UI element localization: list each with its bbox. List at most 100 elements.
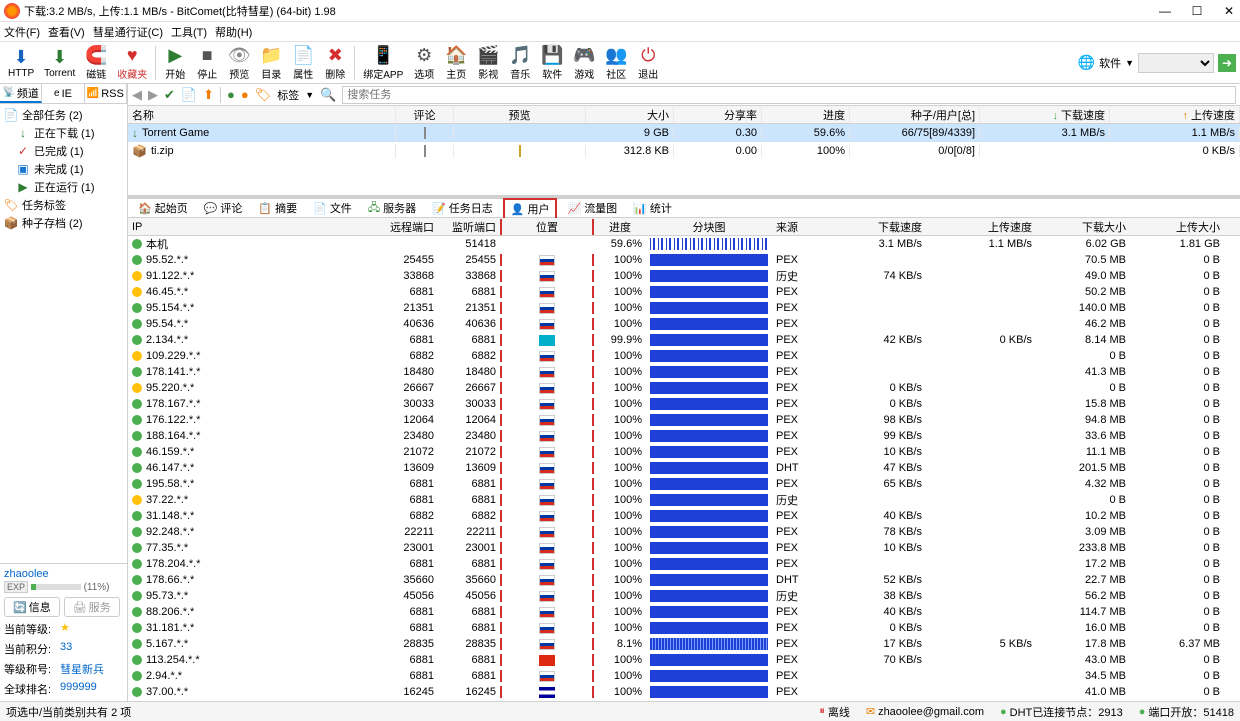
toolbar-收藏夹[interactable]: ♥收藏夹	[113, 43, 151, 82]
go-button[interactable]: ➜	[1218, 54, 1236, 72]
peer-row[interactable]: 77.35.*.*2300123001100%PEX10 KB/s233.8 M…	[128, 540, 1240, 556]
tag-dropdown-icon[interactable]: ▼	[305, 90, 314, 100]
peer-row[interactable]: 195.58.*.*68816881100%PEX65 KB/s4.32 MB0…	[128, 476, 1240, 492]
peer-row[interactable]: 178.66.*.*3566035660100%DHT52 KB/s22.7 M…	[128, 572, 1240, 588]
add-icon[interactable]: 📄	[181, 87, 197, 103]
close-button[interactable]: ✕	[1222, 4, 1236, 18]
detail-tab-起始页[interactable]: 🏠起始页	[132, 199, 194, 217]
peer-row[interactable]: 2.94.*.*68816881100%PEX34.5 MB0 B	[128, 668, 1240, 684]
search-input[interactable]	[342, 86, 1236, 104]
task-row[interactable]: ↓Torrent Game9 GB0.3059.6%66/75[89/4339]…	[128, 124, 1240, 142]
task-list[interactable]: 名称评论预览大小分享率进度种子/用户[总]↓ 下载速度↑ 上传速度 ↓Torre…	[128, 106, 1240, 196]
menu-item[interactable]: 查看(V)	[48, 24, 85, 40]
sidetab-频道[interactable]: 📡频道	[0, 84, 42, 103]
toolbar-磁链[interactable]: 🧲磁链	[81, 43, 111, 82]
up-icon[interactable]: ⬆	[203, 87, 214, 103]
menu-item[interactable]: 文件(F)	[4, 24, 40, 40]
seed-icon[interactable]: ●	[227, 87, 235, 102]
toolbar-影视[interactable]: 🎬影视	[473, 43, 503, 82]
toolbar-软件[interactable]: 💾软件	[537, 43, 567, 82]
toolbar-绑定APP[interactable]: 📱绑定APP	[359, 43, 407, 82]
tag-icon[interactable]: 🏷	[255, 87, 272, 103]
detail-tab-统计[interactable]: 📊统计	[627, 199, 678, 217]
service-button[interactable]: 🖨服务	[64, 597, 120, 617]
status-email[interactable]: ✉zhaoolee@gmail.com	[866, 705, 984, 718]
software-dropdown-icon[interactable]: ▼	[1125, 58, 1134, 68]
software-label[interactable]: 软件	[1099, 55, 1121, 71]
menu-item[interactable]: 工具(T)	[171, 24, 207, 40]
priority-icon[interactable]: ●	[241, 87, 249, 102]
task-row[interactable]: 📦ti.zip312.8 KB0.00100%0/0[0/8]0 KB/s	[128, 142, 1240, 160]
maximize-button[interactable]: ☐	[1190, 4, 1204, 18]
sidetab-RSS[interactable]: 📶RSS	[85, 84, 127, 103]
tree-item[interactable]: 📄全部任务 (2)	[2, 106, 125, 124]
peer-row[interactable]: 37.00.*.*1624516245100%PEX41.0 MB0 B	[128, 684, 1240, 700]
peer-row[interactable]: 176.122.*.*1206412064100%PEX98 KB/s94.8 …	[128, 412, 1240, 428]
detail-tab-摘要[interactable]: 📋摘要	[252, 199, 303, 217]
toolbar-属性[interactable]: 📄属性	[288, 43, 318, 82]
peer-row[interactable]: 95.73.*.*4505645056100%历史38 KB/s56.2 MB0…	[128, 588, 1240, 604]
peer-row[interactable]: 46.159.*.*2107221072100%PEX10 KB/s11.1 M…	[128, 444, 1240, 460]
status-dht[interactable]: ●DHT已连接节点：2913	[1000, 704, 1123, 720]
toolbar-预览[interactable]: 👁预览	[224, 43, 254, 82]
toolbar-游戏[interactable]: 🎮游戏	[569, 43, 599, 82]
toolbar-音乐[interactable]: 🎵音乐	[505, 43, 535, 82]
detail-tab-文件[interactable]: 📄文件	[307, 199, 358, 217]
peer-row[interactable]: 31.148.*.*68826882100%PEX40 KB/s10.2 MB0…	[128, 508, 1240, 524]
detail-tab-流量图[interactable]: 📈流量图	[561, 199, 623, 217]
peer-row[interactable]: 178.167.*.*3003330033100%PEX0 KB/s15.8 M…	[128, 396, 1240, 412]
detail-tab-评论[interactable]: 💬评论	[198, 199, 249, 217]
toolbar-停止[interactable]: ■停止	[192, 43, 222, 82]
peer-row[interactable]: 178.204.*.*68816881100%PEX17.2 MB0 B	[128, 556, 1240, 572]
toolbar-选项[interactable]: ⚙选项	[409, 43, 439, 82]
status-offline[interactable]: ⏸离线	[819, 704, 850, 720]
tree-item[interactable]: ✓已完成 (1)	[2, 142, 125, 160]
toolbar-退出[interactable]: ⏻退出	[633, 43, 663, 82]
peer-row[interactable]: 95.52.*.*2545525455100%PEX70.5 MB0 B	[128, 252, 1240, 268]
minimize-button[interactable]: —	[1158, 4, 1172, 18]
peer-row[interactable]: 178.141.*.*1848018480100%PEX41.3 MB0 B	[128, 364, 1240, 380]
peer-row[interactable]: 113.254.*.*68816881100%PEX70 KB/s43.0 MB…	[128, 652, 1240, 668]
peer-row[interactable]: 109.229.*.*68826882100%PEX0 B0 B	[128, 348, 1240, 364]
peer-row[interactable]: 95.54.*.*4063640636100%PEX46.2 MB0 B	[128, 316, 1240, 332]
toolbar-开始[interactable]: ▶开始	[160, 43, 190, 82]
tree-item[interactable]: ▣未完成 (1)	[2, 160, 125, 178]
peer-list[interactable]: IP远程端口监听端口位置进度分块图来源下载速度上传速度下载大小上传大小 本机51…	[128, 218, 1240, 701]
peer-row[interactable]: 91.122.*.*3386833868100%历史74 KB/s49.0 MB…	[128, 268, 1240, 284]
peer-row[interactable]: 46.45.*.*68816881100%PEX50.2 MB0 B	[128, 284, 1240, 300]
username[interactable]: zhaoolee	[4, 568, 123, 580]
sidetab-IE[interactable]: eIE	[42, 84, 84, 103]
peer-row[interactable]: 5.167.*.*28835288358.1%PEX17 KB/s5 KB/s1…	[128, 636, 1240, 652]
peer-row[interactable]: 2.134.*.*6881688199.9%PEX42 KB/s0 KB/s8.…	[128, 332, 1240, 348]
tree-item[interactable]: ▶正在运行 (1)	[2, 178, 125, 196]
peer-row[interactable]: 188.164.*.*2348023480100%PEX99 KB/s33.6 …	[128, 428, 1240, 444]
tree-item[interactable]: ↓正在下载 (1)	[2, 124, 125, 142]
info-button[interactable]: 🔄信息	[4, 597, 60, 617]
detail-tab-用户[interactable]: 👤用户	[503, 198, 558, 218]
detail-tab-服务器[interactable]: 🖧服务器	[362, 198, 422, 219]
forward-icon[interactable]: ▶	[148, 87, 158, 103]
peer-row[interactable]: 92.248.*.*2221122211100%PEX78 KB/s3.09 M…	[128, 524, 1240, 540]
peer-row[interactable]: 46.147.*.*1360913609100%DHT47 KB/s201.5 …	[128, 460, 1240, 476]
url-combo[interactable]	[1138, 53, 1214, 73]
peer-row[interactable]: 31.181.*.*68816881100%PEX0 KB/s16.0 MB0 …	[128, 620, 1240, 636]
toolbar-目录[interactable]: 📁目录	[256, 43, 286, 82]
status-port[interactable]: ●端口开放：51418	[1139, 704, 1234, 720]
menu-item[interactable]: 彗星通行证(C)	[93, 24, 163, 40]
toolbar-Torrent[interactable]: ⬇Torrent	[40, 45, 79, 80]
peer-row[interactable]: 88.206.*.*68816881100%PEX40 KB/s114.7 MB…	[128, 604, 1240, 620]
toolbar-主页[interactable]: 🏠主页	[441, 43, 471, 82]
detail-tab-任务日志[interactable]: 📝任务日志	[426, 199, 499, 217]
peer-row[interactable]: 95.220.*.*2666726667100%PEX0 KB/s0 B0 B	[128, 380, 1240, 396]
menu-item[interactable]: 帮助(H)	[215, 24, 252, 40]
back-icon[interactable]: ◀	[132, 87, 142, 103]
tree-item[interactable]: 🏷任务标签	[2, 196, 125, 214]
toolbar-删除[interactable]: ✖删除	[320, 43, 350, 82]
peer-row[interactable]: 本机5141859.6%3.1 MB/s1.1 MB/s6.02 GB1.81 …	[128, 236, 1240, 252]
peer-row[interactable]: 37.22.*.*68816881100%历史0 B0 B	[128, 492, 1240, 508]
check-icon[interactable]: ✔	[164, 87, 175, 103]
toolbar-HTTP[interactable]: ⬇HTTP	[4, 45, 38, 80]
toolbar-社区[interactable]: 👥社区	[601, 43, 631, 82]
tree-item[interactable]: 📦种子存档 (2)	[2, 214, 125, 232]
peer-row[interactable]: 95.154.*.*2135121351100%PEX140.0 MB0 B	[128, 300, 1240, 316]
